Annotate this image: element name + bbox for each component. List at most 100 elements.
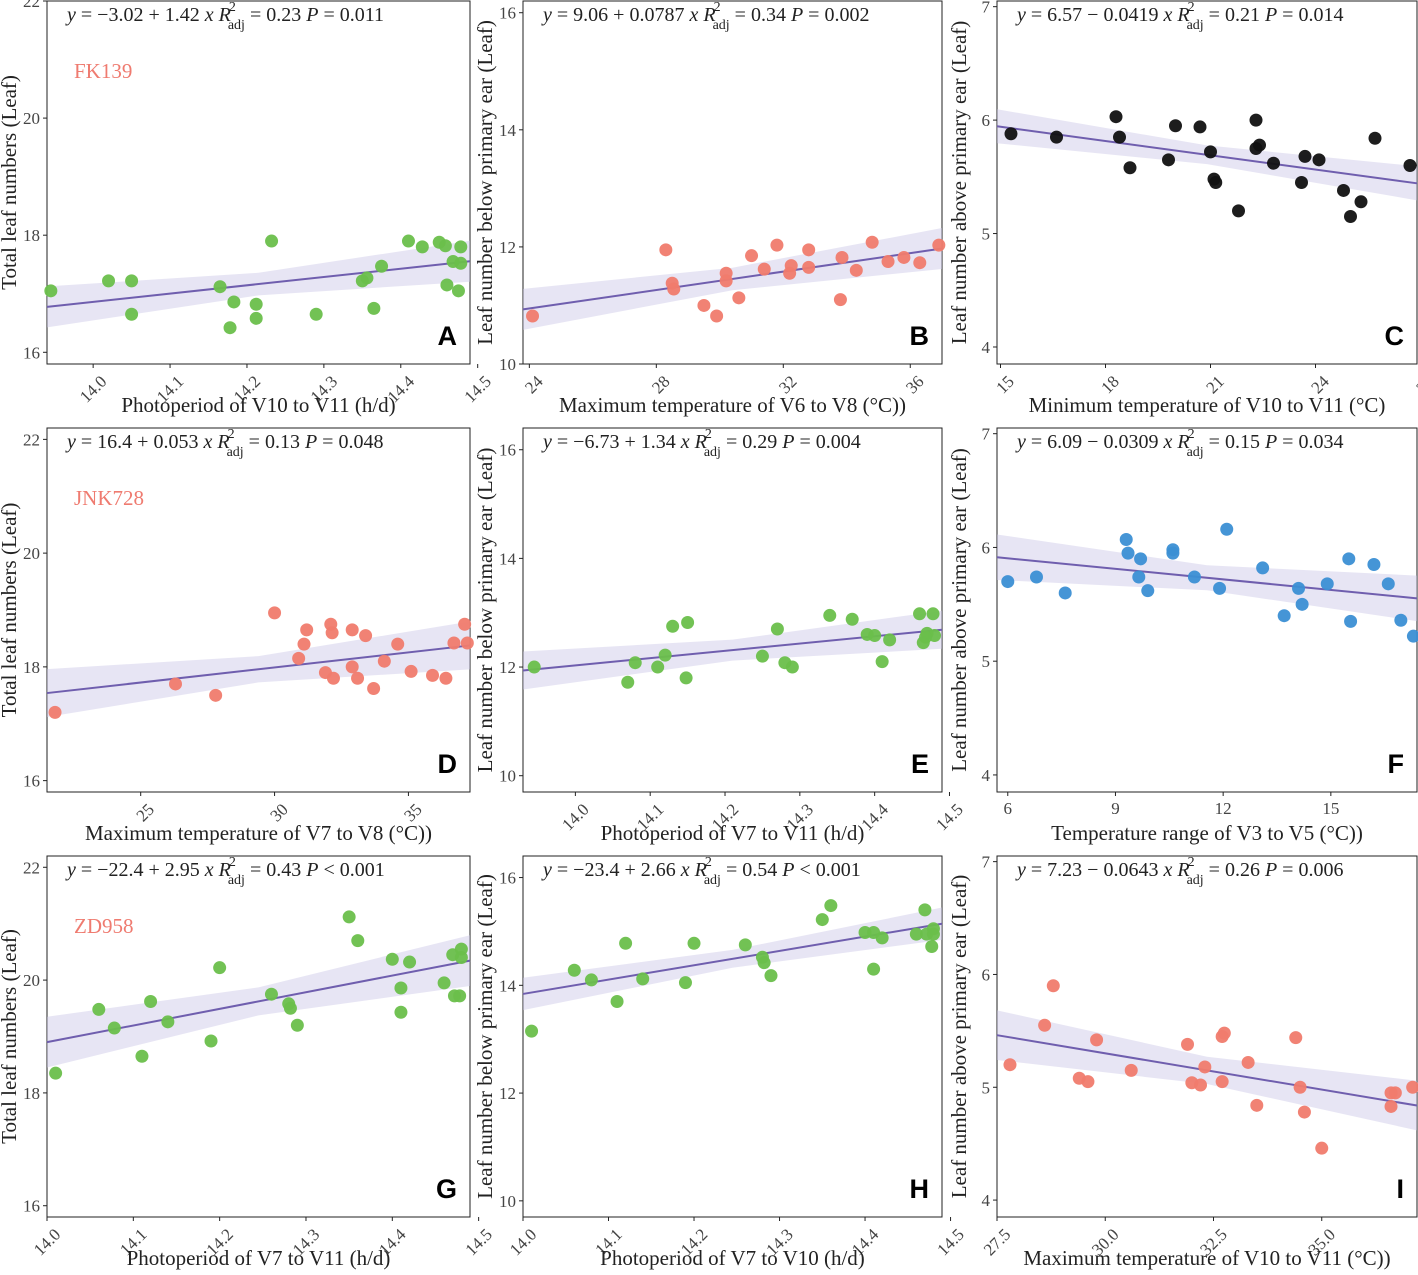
data-point	[824, 899, 838, 913]
data-point	[883, 633, 897, 647]
data-point	[1215, 1075, 1229, 1089]
y-tick-label: 20	[23, 971, 40, 990]
y-axis-label: Total leaf numbers (Leaf)	[0, 75, 21, 290]
data-point	[833, 293, 847, 307]
data-point	[249, 311, 263, 325]
data-point	[651, 660, 665, 674]
y-tick-label: 4	[982, 766, 991, 785]
data-point	[1342, 552, 1356, 566]
data-point	[1292, 581, 1306, 595]
data-point	[770, 622, 784, 636]
y-axis-label: Total leaf numbers (Leaf)	[0, 503, 21, 718]
data-point	[636, 972, 650, 986]
data-point	[454, 256, 468, 270]
data-point	[1124, 1063, 1138, 1077]
data-point	[785, 660, 799, 674]
data-point	[415, 240, 429, 254]
data-point	[326, 671, 340, 685]
data-point	[1384, 1099, 1398, 1113]
data-point	[1194, 1078, 1208, 1092]
regression-line	[522, 247, 943, 311]
x-tick-label: 14.0	[506, 1225, 540, 1259]
x-axis-label: Photoperiod of V7 to V11 (h/d)	[127, 1246, 391, 1270]
data-point	[1038, 1018, 1052, 1032]
cultivar-label: FK139	[74, 59, 132, 83]
y-axis-label: Leaf number below primary ear (Leaf)	[473, 448, 497, 773]
data-point	[345, 660, 359, 674]
y-axis-label: Leaf number above primary ear (Leaf)	[947, 448, 971, 772]
panel-letter: I	[1396, 1174, 1404, 1204]
x-axis-label: Photoperiod of V7 to V10 (h/d)	[600, 1246, 865, 1270]
data-point	[1394, 613, 1408, 627]
data-point	[1406, 1080, 1418, 1094]
x-axis-label: Maximum temperature of V10 to V11 (°C))	[1023, 1246, 1390, 1270]
data-point	[249, 297, 263, 311]
data-point	[681, 615, 695, 629]
y-tick-label: 16	[23, 343, 40, 362]
y-tick-label: 18	[23, 1084, 40, 1103]
data-point	[1090, 1033, 1104, 1047]
data-point	[367, 681, 381, 695]
data-point	[835, 250, 849, 264]
data-point	[667, 282, 681, 296]
x-axis-label: Photoperiod of V10 to V11 (h/d)	[121, 393, 395, 417]
data-point	[403, 955, 417, 969]
data-point	[351, 671, 365, 685]
regression-line	[996, 556, 1418, 600]
data-point	[1004, 127, 1018, 141]
data-point	[1384, 1086, 1398, 1100]
data-point	[1253, 138, 1266, 152]
data-point	[92, 1002, 106, 1016]
data-point	[679, 671, 693, 685]
data-point	[628, 656, 642, 670]
data-point	[169, 677, 183, 691]
data-point	[1169, 119, 1182, 133]
data-point	[770, 238, 784, 252]
data-point	[1123, 161, 1137, 175]
data-point	[1113, 130, 1126, 144]
data-point	[223, 321, 237, 335]
data-point	[678, 976, 692, 990]
data-point	[784, 259, 798, 273]
regression-equation: y = 6.57 − 0.0419 x R2 adj = 0.21 P = 0.0…	[1015, 0, 1343, 33]
data-point	[1344, 614, 1358, 628]
x-tick-label: 24	[521, 372, 547, 398]
y-tick-label: 5	[982, 225, 991, 244]
x-tick-label: 27	[1412, 372, 1418, 398]
data-point	[1381, 577, 1395, 591]
y-tick-label: 7	[982, 0, 991, 17]
data-point	[209, 688, 223, 702]
y-tick-label: 10	[499, 767, 516, 786]
data-point	[454, 240, 468, 254]
data-point	[440, 278, 454, 292]
data-point	[125, 307, 139, 321]
data-point	[44, 284, 58, 298]
y-axis-label: Total leaf numbers (Leaf)	[0, 929, 21, 1144]
data-point	[1267, 156, 1280, 170]
data-point	[1354, 195, 1368, 209]
data-point	[102, 274, 116, 288]
data-point	[1289, 1031, 1303, 1045]
data-point	[757, 956, 771, 970]
data-point	[849, 263, 863, 277]
data-point	[49, 1066, 63, 1080]
data-point	[865, 235, 879, 249]
data-point	[1181, 1037, 1195, 1051]
y-tick-label: 6	[982, 538, 991, 557]
data-point	[1232, 204, 1245, 218]
data-point	[290, 1018, 304, 1032]
data-point	[1315, 1141, 1329, 1155]
data-point	[1293, 1080, 1307, 1094]
data-point	[926, 607, 940, 621]
data-point	[1250, 1098, 1264, 1112]
data-point	[1403, 158, 1417, 172]
data-point	[584, 973, 598, 987]
y-tick-label: 5	[982, 652, 991, 671]
data-point	[918, 903, 932, 917]
data-point	[925, 940, 939, 954]
data-point	[867, 962, 881, 976]
